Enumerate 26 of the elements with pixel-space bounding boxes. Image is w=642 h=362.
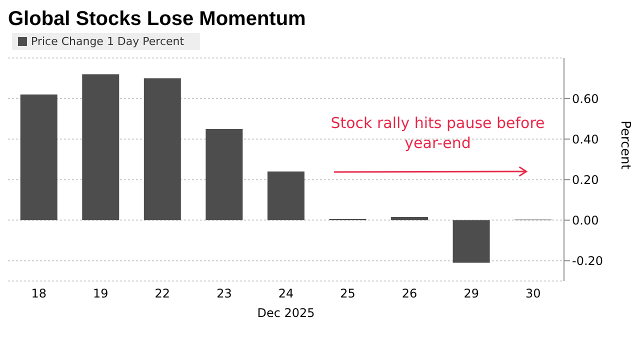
legend-label: Price Change 1 Day Percent [31, 35, 184, 48]
x-tick-label: 19 [93, 286, 108, 301]
x-axis-title: Dec 2025 [257, 306, 315, 320]
y-tick-label: 0.60 [572, 92, 599, 106]
chart-title: Global Stocks Lose Momentum [8, 8, 307, 31]
y-tick-label: 0.40 [572, 132, 599, 146]
bar [206, 128, 243, 220]
x-tick-label: 23 [216, 286, 232, 301]
bar [391, 216, 428, 220]
bar [144, 78, 181, 220]
y-tick-label: -0.20 [572, 254, 604, 268]
bar [20, 94, 58, 220]
y-tick-label: 0.00 [572, 213, 599, 228]
x-tick-label: 29 [464, 286, 479, 301]
bar [267, 172, 304, 220]
y-tick-label: 0.20 [572, 172, 599, 187]
y-axis-title: Percent [617, 120, 632, 170]
bar [82, 74, 120, 220]
annotation: Stock rally hits pause before year-end [330, 113, 546, 153]
bar [452, 220, 490, 263]
x-tick-label: 22 [154, 286, 170, 301]
x-tick-label: 18 [31, 286, 47, 301]
x-tick-label: 25 [340, 286, 356, 301]
x-tick-label: 24 [278, 286, 294, 301]
x-tick-label: 30 [525, 286, 541, 301]
x-tick-label: 26 [402, 286, 418, 301]
